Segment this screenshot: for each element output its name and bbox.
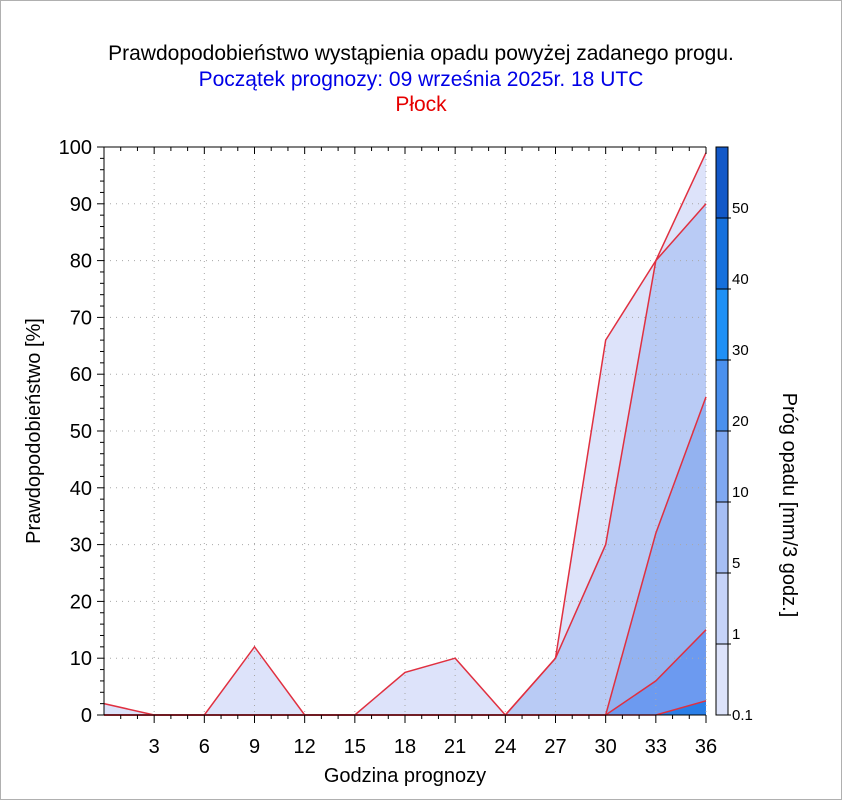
- x-tick-label: 9: [249, 736, 260, 758]
- colorbar-segment: [716, 644, 728, 715]
- colorbar-label-value: 0.1: [732, 707, 753, 724]
- colorbar-label: Próg opadu [mm/3 godz.]: [778, 393, 800, 618]
- y-tick-label: 80: [70, 251, 92, 273]
- chart-subtitle: Początek prognozy: 09 września 2025r. 18…: [198, 68, 644, 91]
- y-tick-label: 100: [59, 137, 92, 159]
- y-tick-label: 10: [70, 648, 92, 670]
- y-tick-label: 0: [81, 705, 92, 727]
- x-tick-label: 30: [595, 736, 617, 758]
- x-tick-label: 33: [645, 736, 667, 758]
- colorbar-segment: [716, 218, 728, 289]
- y-tick-label: 50: [70, 421, 92, 443]
- y-tick-label: 60: [70, 364, 92, 386]
- area-threshold-3: [104, 629, 706, 715]
- colorbar-label-value: 20: [732, 413, 749, 430]
- x-tick-label: 15: [344, 736, 366, 758]
- x-axis-label: Godzina prognozy: [324, 765, 486, 787]
- chart-title: Prawdopodobieństwo wystąpienia opadu pow…: [108, 42, 734, 65]
- colorbar-label-value: 5: [732, 555, 740, 572]
- colorbar-segment: [716, 573, 728, 644]
- x-tick-label: 21: [444, 736, 466, 758]
- y-axis-label: Prawdopodobieństwo [%]: [23, 318, 45, 544]
- x-tick-label: 36: [695, 736, 717, 758]
- probability-areas: [104, 152, 706, 716]
- x-tick-label: 3: [149, 736, 160, 758]
- colorbar-segment: [716, 431, 728, 502]
- colorbar-segment: [716, 360, 728, 431]
- y-tick-label: 90: [70, 194, 92, 216]
- colorbar-label-value: 30: [732, 342, 749, 359]
- colorbar-label-value: 1: [732, 626, 740, 643]
- colorbar-segment: [716, 289, 728, 360]
- y-tick-label: 20: [70, 591, 92, 613]
- colorbar: 0.1 1 5 10 20 30 40 50: [715, 146, 753, 724]
- colorbar-label-value: 40: [732, 271, 749, 288]
- axes: 3 6 9 12 15 18 21 24 27 30 33 360102030405060708090…: [59, 137, 718, 758]
- colorbar-label-value: 10: [732, 484, 749, 501]
- x-tick-label: 18: [394, 736, 416, 758]
- colorbar-label-value: 50: [732, 200, 749, 217]
- y-tick-label: 30: [70, 535, 92, 557]
- x-tick-label: 6: [199, 736, 210, 758]
- x-tick-label: 12: [294, 736, 316, 758]
- y-tick-label: 40: [70, 478, 92, 500]
- x-tick-label: 24: [494, 736, 516, 758]
- chart-location: Płock: [395, 93, 447, 116]
- grid-lines: [104, 146, 707, 716]
- colorbar-segment: [716, 147, 728, 218]
- y-tick-label: 70: [70, 307, 92, 329]
- colorbar-segment: [716, 502, 728, 573]
- x-tick-label: 27: [544, 736, 566, 758]
- area-threshold-2: [104, 396, 706, 715]
